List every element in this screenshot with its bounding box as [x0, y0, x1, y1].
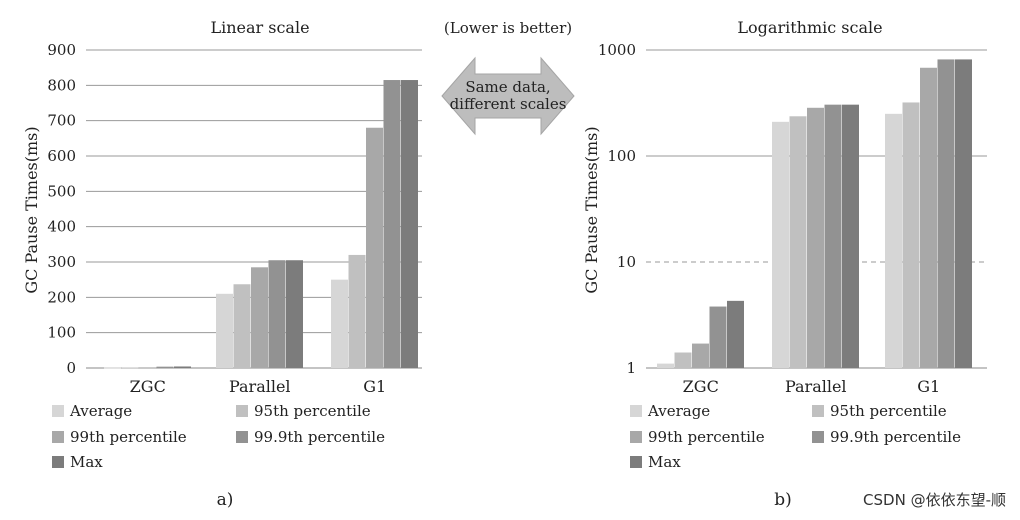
- linear-chart: Linear scale GC Pause Times(ms) 0 100 200 3…: [22, 18, 422, 510]
- linear-bar: [268, 260, 286, 368]
- linear-gridlines: [86, 49, 422, 369]
- linear-bar: [348, 254, 366, 368]
- log-bar: [902, 102, 920, 368]
- log-y-tick-label: 100: [607, 147, 636, 165]
- log-legend-label: Average: [647, 402, 710, 420]
- linear-legend-swatch: [236, 431, 248, 443]
- log-legend-label: 99th percentile: [648, 428, 765, 446]
- linear-bar: [383, 80, 401, 369]
- log-bar: [937, 59, 955, 368]
- linear-legend-label: 99th percentile: [70, 428, 187, 446]
- lower-is-better-note: (Lower is better): [444, 19, 572, 37]
- log-y-tick-label: 1: [626, 359, 636, 377]
- log-category-label: Parallel: [785, 377, 847, 396]
- log-bar: [657, 363, 674, 368]
- log-legend-swatch: [812, 431, 824, 443]
- log-bar: [674, 352, 692, 368]
- linear-y-tick-labels: 0 100 200 300 400 500 600 700 800 900: [47, 41, 76, 377]
- linear-bars: [104, 80, 418, 369]
- log-legend: Average 95th percentile 99th percentile 99.…: [630, 402, 961, 471]
- log-legend-swatch: [630, 405, 642, 417]
- log-legend-swatch: [812, 405, 824, 417]
- linear-bar: [366, 127, 383, 368]
- linear-legend-label: Max: [70, 453, 103, 471]
- linear-legend-swatch: [52, 456, 64, 468]
- linear-y-tick-label: 300: [47, 253, 76, 271]
- log-legend-label: Max: [648, 453, 681, 471]
- linear-bar: [401, 80, 418, 369]
- linear-y-tick-label: 200: [47, 288, 76, 306]
- linear-category-labels: ZGC Parallel G1: [130, 377, 387, 396]
- linear-bar: [233, 284, 251, 368]
- linear-legend-label: 95th percentile: [254, 402, 371, 420]
- log-chart-title: Logarithmic scale: [737, 18, 882, 37]
- linear-y-axis-label: GC Pause Times(ms): [22, 126, 41, 293]
- linear-y-tick-label: 700: [47, 112, 76, 130]
- linear-legend: Average 95th percentile 99th percentile 99.…: [52, 402, 385, 471]
- log-caption: b): [774, 490, 792, 510]
- linear-bar: [286, 260, 303, 368]
- log-bar: [772, 121, 789, 368]
- linear-bar: [156, 366, 174, 368]
- linear-bar: [121, 367, 139, 369]
- center-annotation: (Lower is better) Same data, different s…: [441, 19, 575, 136]
- linear-bar: [104, 367, 121, 369]
- linear-legend-swatch: [52, 431, 64, 443]
- log-legend-swatch: [630, 431, 642, 443]
- linear-legend-label: Average: [69, 402, 132, 420]
- log-bar: [709, 306, 727, 368]
- log-y-tick-label: 10: [617, 253, 636, 271]
- log-legend-label: 99.9th percentile: [830, 428, 961, 446]
- log-chart: Logarithmic scale GC Pause Times(ms) 1 10…: [582, 18, 987, 510]
- linear-bar: [331, 279, 348, 368]
- log-bar: [842, 104, 859, 368]
- linear-y-tick-label: 0: [66, 359, 76, 377]
- log-bar: [824, 104, 842, 368]
- log-y-tick-label: 1000: [598, 41, 636, 59]
- linear-legend-label: 99.9th percentile: [254, 428, 385, 446]
- log-bar: [920, 67, 937, 368]
- linear-legend-swatch: [52, 405, 64, 417]
- log-bar: [727, 300, 744, 368]
- linear-y-tick-label: 900: [47, 41, 76, 59]
- log-category-labels: ZGC Parallel G1: [683, 377, 941, 396]
- linear-category-label: Parallel: [229, 377, 291, 396]
- linear-legend-swatch: [236, 405, 248, 417]
- log-bar: [692, 343, 709, 368]
- linear-bar: [174, 366, 191, 368]
- linear-bar: [139, 367, 156, 369]
- linear-y-tick-label: 500: [47, 182, 76, 200]
- log-bars: [657, 59, 972, 369]
- linear-bar: [251, 267, 268, 368]
- log-bar: [885, 113, 902, 368]
- log-legend-swatch: [630, 456, 642, 468]
- arrow-text-line2: different scales: [450, 95, 567, 113]
- log-y-axis-label: GC Pause Times(ms): [582, 126, 601, 293]
- double-arrow-icon: [441, 56, 575, 136]
- linear-chart-title: Linear scale: [210, 18, 309, 37]
- linear-y-tick-label: 400: [47, 218, 76, 236]
- log-bar: [955, 59, 972, 368]
- arrow-text-line1: Same data,: [465, 78, 550, 96]
- log-category-label: ZGC: [683, 377, 719, 396]
- log-category-label: G1: [917, 377, 940, 396]
- log-legend-label: 95th percentile: [830, 402, 947, 420]
- log-bar: [789, 116, 807, 368]
- linear-y-tick-label: 600: [47, 147, 76, 165]
- watermark: CSDN @依依东望-顺: [863, 491, 1006, 509]
- linear-y-tick-label: 100: [47, 324, 76, 342]
- linear-caption: a): [217, 490, 234, 510]
- linear-y-tick-label: 800: [47, 76, 76, 94]
- linear-category-label: ZGC: [130, 377, 166, 396]
- log-bar: [807, 107, 824, 369]
- log-y-tick-labels: 1 10 100 1000: [598, 41, 636, 377]
- linear-bar: [216, 293, 233, 368]
- linear-category-label: G1: [363, 377, 386, 396]
